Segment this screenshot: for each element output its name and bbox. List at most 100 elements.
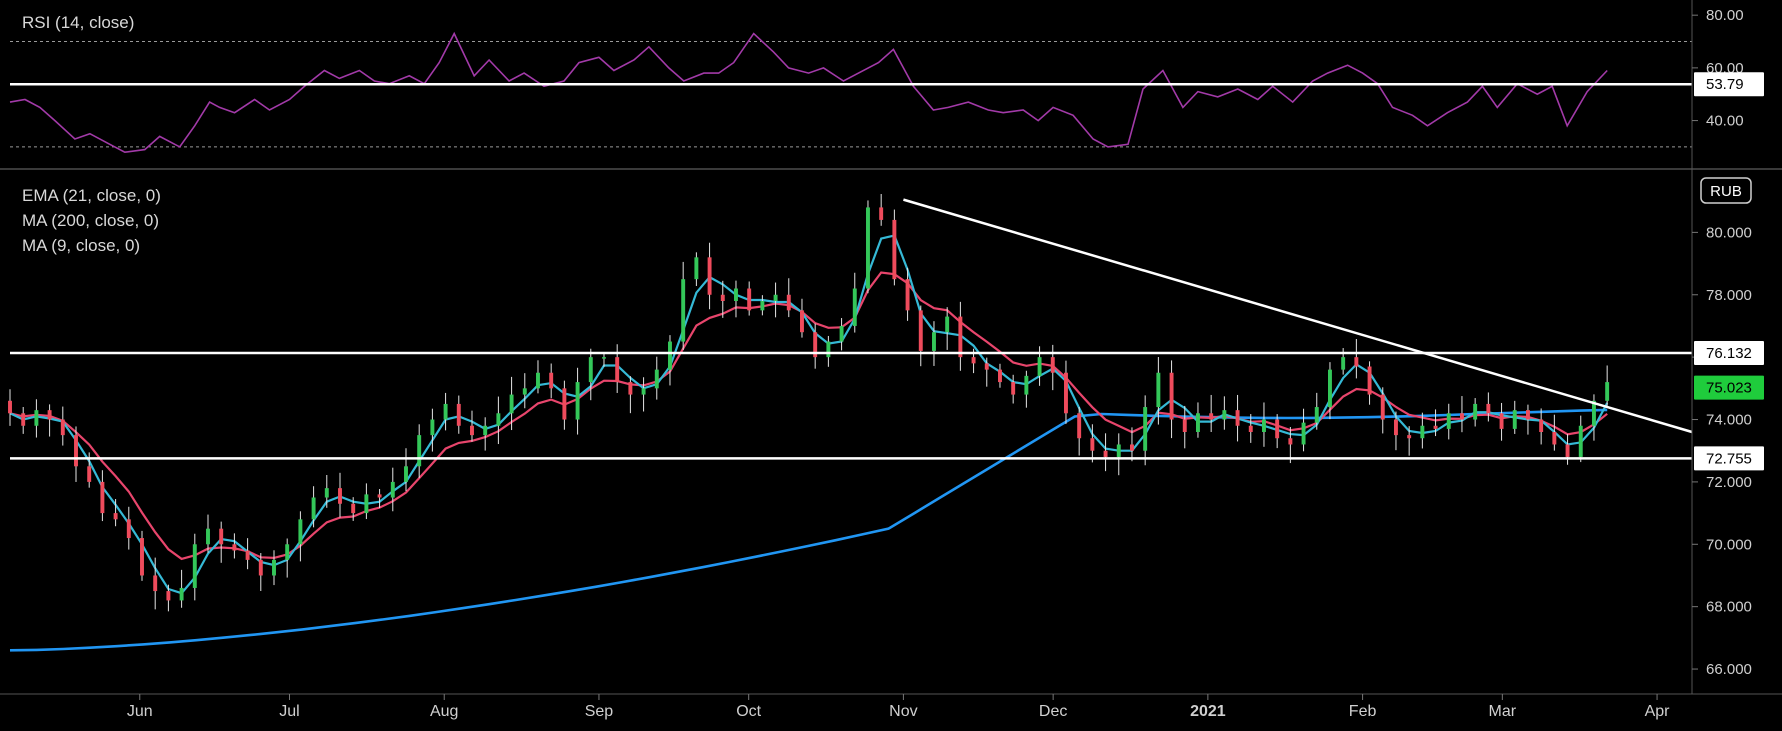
- candle-body: [1591, 400, 1596, 426]
- candle-body: [285, 544, 290, 560]
- candle-body: [720, 294, 725, 301]
- candle-body: [575, 382, 580, 420]
- candle-body: [800, 310, 804, 333]
- candle-body: [588, 357, 593, 383]
- candle-body: [1235, 410, 1240, 426]
- trendline[interactable]: [903, 198, 1693, 434]
- candle-body: [668, 341, 672, 370]
- candle-body: [945, 316, 950, 333]
- candle-body: [905, 279, 910, 311]
- candle-body: [1354, 357, 1359, 367]
- candle-body: [1539, 419, 1544, 432]
- time-axis-ticks: Jun Jul Aug Sep Oct Nov Dec 2021 Feb Mar Apr: [127, 694, 1670, 720]
- candle-body: [1407, 435, 1412, 439]
- rsi-indicator-label: RSI (14, close): [22, 13, 134, 32]
- axis-tag-label: 76.132: [1706, 345, 1752, 362]
- candle-body: [1261, 419, 1266, 432]
- candle-body: [1103, 450, 1108, 457]
- candle-body: [140, 538, 144, 576]
- candle-body: [998, 369, 1002, 383]
- candle-body: [272, 559, 276, 576]
- candle-body: [219, 528, 224, 545]
- candle-body: [456, 403, 461, 426]
- time-tick-label: Aug: [430, 703, 458, 720]
- rsi-bands: [10, 41, 1692, 148]
- rsi-panel[interactable]: RSI (14, close): [9, 13, 1692, 154]
- candle-body: [707, 257, 712, 295]
- candle-body: [1077, 413, 1082, 439]
- candle-body: [615, 357, 620, 383]
- time-tick-label: Dec: [1039, 703, 1067, 720]
- candle-body: [1499, 413, 1504, 429]
- ma200-indicator-label: MA (200, close, 0): [22, 211, 159, 230]
- candle-body: [34, 410, 39, 426]
- price-panel[interactable]: EMA (21, close, 0) MA (200, close, 0) MA…: [8, 186, 1693, 652]
- candle-body: [87, 466, 92, 482]
- candlestick-series: [8, 193, 1610, 612]
- time-tick-label: Sep: [585, 703, 614, 720]
- candle-body: [179, 587, 184, 601]
- candle-body: [958, 316, 963, 358]
- candle-body: [1222, 410, 1227, 420]
- candle-body: [1341, 357, 1346, 370]
- candle-body: [496, 413, 501, 426]
- candle-body: [1578, 425, 1583, 457]
- candle-body: [60, 419, 65, 436]
- candle-body: [1446, 413, 1451, 429]
- candle-body: [126, 519, 131, 539]
- candle-body: [1090, 438, 1095, 451]
- candle-body: [562, 388, 567, 420]
- candle-body: [47, 410, 52, 420]
- candle-body: [1525, 410, 1530, 420]
- candle-body: [1473, 403, 1478, 420]
- candle-body: [932, 332, 936, 351]
- candle-body: [232, 544, 237, 551]
- axis-tag: [1694, 446, 1764, 471]
- axis-tag-label: 53.79: [1706, 76, 1744, 93]
- ma200-series: [9, 408, 1608, 652]
- candle-body: [1314, 407, 1319, 423]
- candle-body: [1064, 372, 1068, 414]
- candle-body: [1459, 413, 1464, 420]
- candle-body: [443, 403, 448, 420]
- candle-body: [1393, 419, 1398, 436]
- candle-body: [1552, 432, 1557, 445]
- time-tick-label: Jun: [127, 703, 153, 720]
- ma9-series: [9, 234, 1609, 595]
- candle-body: [1196, 413, 1200, 432]
- time-axis[interactable]: Jun Jul Aug Sep Oct Nov Dec 2021 Feb Mar Apr: [0, 693, 1782, 720]
- candle-body: [1512, 410, 1517, 429]
- price-tick-label: 80.000: [1706, 224, 1752, 241]
- candle-body: [747, 288, 752, 311]
- candle-body: [1209, 413, 1214, 420]
- candle-body: [1024, 375, 1029, 395]
- candle-body: [470, 425, 474, 436]
- candle-body: [536, 372, 540, 389]
- candle-body: [813, 332, 818, 358]
- currency-label: RUB: [1710, 183, 1742, 200]
- candle-body: [153, 575, 158, 592]
- candle-body: [984, 363, 989, 370]
- candle-body: [166, 591, 171, 601]
- candle-body: [549, 372, 554, 389]
- candle-body: [786, 294, 791, 311]
- time-tick-label: Oct: [736, 703, 761, 720]
- rsi-tick-label: 80.00: [1706, 7, 1744, 24]
- candle-body: [522, 388, 527, 395]
- candle-body: [1050, 357, 1055, 373]
- horizontal-levels[interactable]: [10, 351, 1692, 460]
- ema21-line: [9, 271, 1608, 561]
- candle-body: [879, 207, 884, 220]
- currency-badge[interactable]: [1700, 177, 1752, 204]
- candle-body: [113, 513, 118, 520]
- candle-body: [918, 310, 923, 351]
- axis-tag-label: 75.023: [1706, 380, 1752, 397]
- candle-body: [8, 400, 12, 414]
- candle-body: [258, 559, 263, 576]
- price-tick-label: 74.000: [1706, 412, 1752, 429]
- candle-body: [21, 413, 26, 426]
- candle-body: [1288, 438, 1293, 445]
